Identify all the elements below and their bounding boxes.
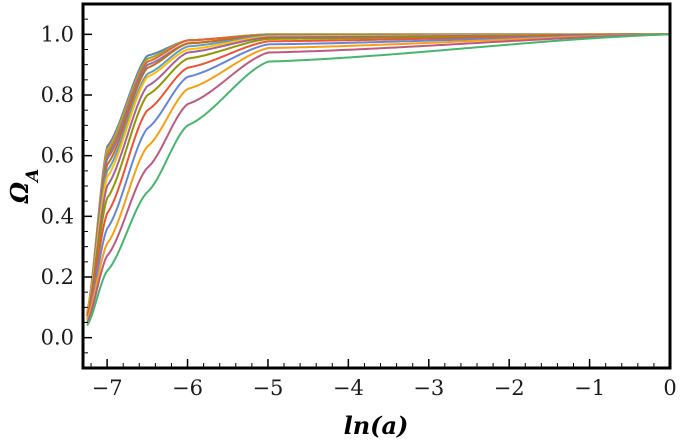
- series-line: [86, 33, 671, 314]
- x-tick-label: −1: [574, 376, 605, 400]
- x-axis: −7 −6 −5 −4 −3 −2 −1 0: [90, 359, 677, 400]
- y-axis-label: ΩA: [5, 169, 43, 205]
- y-tick-label: 0.6: [41, 144, 74, 168]
- series-line: [86, 33, 670, 314]
- x-tick-label: −5: [252, 376, 283, 400]
- series-line: [86, 33, 670, 314]
- series-line: [86, 33, 670, 314]
- series-line: [86, 33, 671, 317]
- series-line: [86, 33, 671, 324]
- x-tick-label: −6: [172, 376, 203, 400]
- y-tick-label: 1.0: [41, 22, 74, 46]
- plot-frame: [81, 2, 672, 370]
- y-axis: 0.0 0.2 0.4 0.6 0.8 1.0: [41, 18, 92, 354]
- y-tick-label: 0.4: [41, 204, 74, 228]
- y-tick-label: 0.0: [41, 326, 74, 350]
- series-line: [86, 33, 671, 317]
- x-tick-label: −3: [413, 376, 444, 400]
- series-line: [86, 33, 671, 314]
- series-line: [86, 33, 671, 317]
- series-layer: [86, 33, 671, 327]
- series-line: [86, 33, 671, 320]
- x-axis-label: ln(a): [344, 411, 409, 440]
- x-tick-label: −4: [333, 376, 364, 400]
- series-line: [86, 33, 671, 327]
- y-tick-label: 0.8: [41, 83, 74, 107]
- x-tick-label: −2: [494, 376, 525, 400]
- series-line: [86, 33, 671, 320]
- series-line: [86, 33, 671, 314]
- series-line: [86, 33, 671, 314]
- x-tick-label: −7: [92, 376, 123, 400]
- y-tick-label: 0.2: [41, 265, 74, 289]
- series-line: [86, 33, 671, 314]
- x-tick-label: 0: [663, 376, 676, 400]
